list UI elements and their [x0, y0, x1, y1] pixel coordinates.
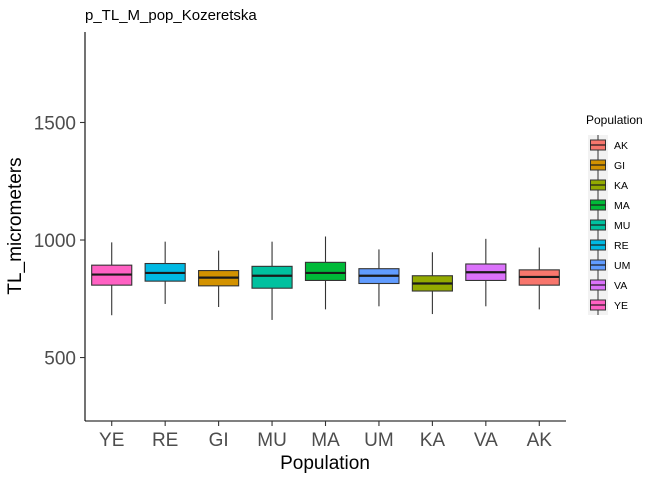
plot-area	[91, 236, 560, 320]
legend-label: VA	[614, 280, 627, 292]
legend: Population AK GI KA MA MU RE UM VA YE	[586, 113, 643, 315]
box-ak	[518, 247, 560, 310]
x-tick-label: GI	[209, 430, 229, 451]
legend-item-mu: MU	[590, 215, 630, 235]
legend-item-va: VA	[590, 275, 627, 295]
x-tick-label: VA	[474, 430, 498, 451]
legend-item-um: UM	[590, 255, 630, 275]
box-re	[144, 241, 186, 304]
y-axis-title: TL_micrometers	[5, 157, 26, 294]
x-tick-label: MU	[257, 430, 287, 451]
box-ye	[91, 242, 133, 316]
box-ka	[411, 252, 453, 315]
legend-label: KA	[614, 180, 628, 192]
x-tick-label: AK	[527, 430, 553, 451]
legend-label: AK	[614, 140, 628, 152]
chart-title: p_TL_M_pop_Kozeretska	[85, 7, 257, 24]
box-mu	[251, 241, 293, 320]
legend-label: MA	[614, 200, 630, 212]
x-tick-label: RE	[152, 430, 178, 451]
x-tick-label: MA	[311, 430, 340, 451]
box-va	[465, 238, 507, 307]
box-body	[304, 261, 347, 281]
y-axis-ticks: 500 1000 1500	[34, 113, 85, 370]
legend-label: YE	[614, 300, 628, 312]
legend-label: UM	[614, 260, 630, 272]
y-tick-label: 1000	[34, 231, 76, 252]
legend-item-gi: GI	[590, 155, 625, 175]
box-um	[358, 249, 400, 307]
box-gi	[198, 250, 240, 308]
box-body	[251, 265, 293, 289]
legend-item-ak: AK	[590, 135, 628, 155]
x-axis-title: Population	[280, 453, 370, 474]
legend-title: Population	[586, 113, 643, 127]
x-axis-ticks: YE RE GI MU MA UM KA VA AK	[99, 421, 552, 451]
y-tick-label: 500	[44, 349, 76, 370]
legend-item-ye: YE	[590, 295, 628, 315]
legend-label: MU	[614, 220, 630, 232]
x-tick-label: UM	[364, 430, 394, 451]
y-tick-label: 1500	[34, 113, 76, 134]
legend-label: GI	[614, 160, 625, 172]
legend-item-re: RE	[590, 235, 629, 255]
legend-item-ka: KA	[590, 175, 628, 195]
legend-label: RE	[614, 240, 629, 252]
x-tick-label: YE	[99, 430, 124, 451]
legend-item-ma: MA	[590, 195, 630, 215]
x-tick-label: KA	[420, 430, 446, 451]
box-ma	[304, 236, 347, 310]
